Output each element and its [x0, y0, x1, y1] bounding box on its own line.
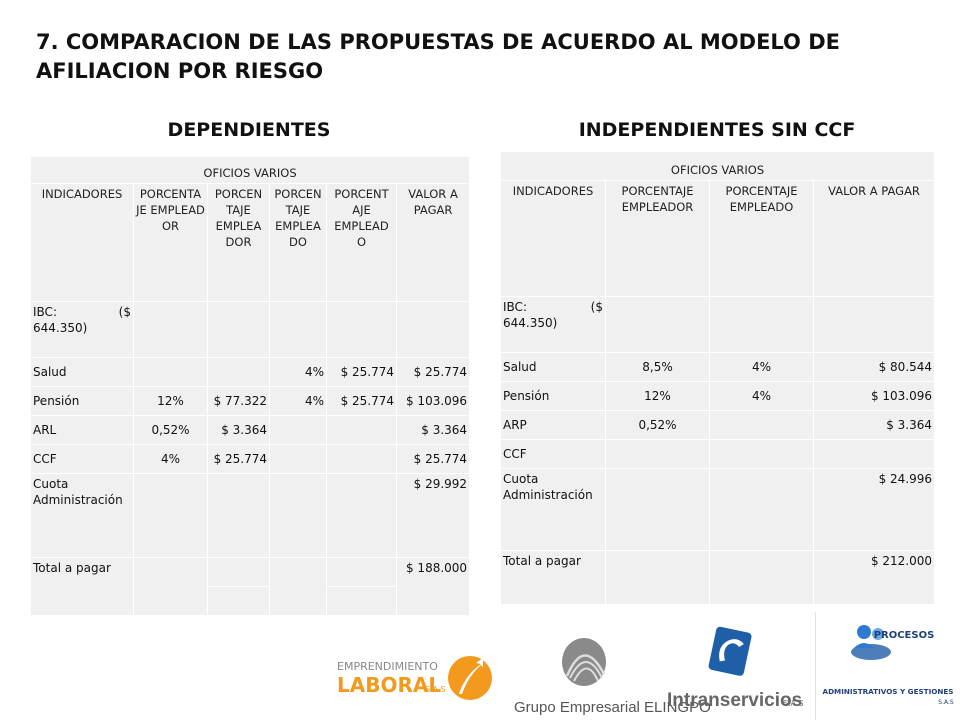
cell: $ 103.096: [812, 381, 936, 411]
cell: $ 25.774: [326, 357, 397, 387]
ibc-paren: ($: [118, 305, 131, 319]
cell: [326, 444, 397, 474]
row-label: Salud: [500, 352, 606, 382]
cell: 12%: [605, 381, 710, 411]
cell: [709, 468, 814, 551]
ibc-cell: IBC: ($ 644.350): [500, 296, 606, 353]
cell: 8,5%: [605, 352, 710, 382]
logo-text: S.A.S: [783, 699, 803, 708]
cell: [269, 473, 327, 558]
group-header: OFICIOS VARIOS: [499, 151, 936, 181]
group-header: OFICIOS VARIOS: [29, 156, 471, 184]
cell: [605, 439, 710, 469]
ibc-cell: IBC: ($ 644.350): [30, 301, 134, 358]
cell: $ 3.364: [207, 415, 270, 445]
intranservicios-logo: Intranservicios S.A.S: [667, 626, 803, 711]
independientes-heading: INDEPENDIENTES SIN CCF: [578, 119, 856, 141]
column-header: VALOR A PAGAR: [395, 183, 471, 302]
cell: 4%: [709, 352, 814, 382]
row-label: CCF: [30, 444, 134, 474]
row-label: ARL: [30, 415, 134, 445]
dependientes-heading: DEPENDIENTES: [167, 119, 331, 141]
cell: [133, 473, 208, 558]
grupo-elingpo-logo: Grupo Empresarial ELINGPO: [514, 638, 711, 716]
logo-text: ADMINISTRATIVOS Y GESTIONES: [823, 687, 954, 696]
cell: [709, 410, 814, 440]
cell: 0,52%: [605, 410, 710, 440]
slide-title: 7. COMPARACION DE LAS PROPUESTAS DE ACUE…: [36, 30, 840, 83]
procesos-logo: PROCESOS ADMINISTRATIVOS Y GESTIONES S.A…: [823, 625, 954, 706]
cell: 12%: [133, 386, 208, 416]
emprendimiento-laboral-logo: EMPRENDIMIENTO LABORAL S.A.S: [337, 656, 492, 700]
cell: [709, 439, 814, 469]
cell: $ 3.364: [812, 410, 936, 440]
row-label: Salud: [30, 357, 134, 387]
total-value: $ 188.000: [395, 557, 471, 616]
logo-text: LABORAL: [337, 673, 441, 697]
cell: $ 24.996: [812, 468, 936, 551]
cell: $ 25.774: [326, 386, 397, 416]
cell: 4%: [709, 381, 814, 411]
row-label: Cuota Administración: [500, 468, 606, 551]
ibc-label: IBC:: [33, 305, 57, 319]
cell: [812, 439, 936, 469]
row-label: ARP: [500, 410, 606, 440]
cell: $ 80.544: [812, 352, 936, 382]
total-label: Total a pagar: [500, 550, 606, 605]
cell: $ 77.322: [207, 386, 270, 416]
independientes-table: OFICIOS VARIOS INDICADORES PORCENTAJE EM…: [499, 151, 936, 605]
cell: $ 25.774: [395, 357, 471, 387]
column-header: PORCENTAJE EMPLEADO: [709, 180, 814, 297]
arrow-circle-icon: [448, 656, 492, 700]
cell: $ 29.992: [395, 473, 471, 558]
cell: 4%: [269, 357, 327, 387]
cell: [605, 468, 710, 551]
cell: [269, 444, 327, 474]
logo-text: S.A.S: [425, 685, 446, 694]
cube-icon: [708, 626, 752, 676]
ibc-label: IBC:: [503, 300, 527, 314]
column-header: INDICADORES: [500, 180, 606, 297]
ibc-value: 644.350): [503, 316, 558, 330]
logo-text: S.A.S: [938, 699, 954, 706]
row-label: Pensión: [30, 386, 134, 416]
cell: [326, 415, 397, 445]
total-label: Total a pagar: [30, 557, 134, 616]
row-label: Pensión: [500, 381, 606, 411]
procesos-logo-box: PROCESOS ADMINISTRATIVOS Y GESTIONES S.A…: [815, 612, 960, 720]
cell: $ 25.774: [207, 444, 270, 474]
cell: $ 103.096: [395, 386, 471, 416]
column-header: PORCENT AJE EMPLEAD O: [326, 183, 397, 302]
cell: [207, 473, 270, 558]
cell: [269, 415, 327, 445]
ibc-paren: ($: [590, 300, 603, 314]
people-icon: [857, 625, 871, 639]
row-label: Cuota Administración: [30, 473, 134, 558]
cell: [326, 473, 397, 558]
row-label: CCF: [500, 439, 606, 469]
cell: 4%: [133, 444, 208, 474]
logo-text: PROCESOS: [874, 630, 935, 641]
ibc-value: 644.350): [33, 321, 88, 335]
cell: [207, 357, 270, 387]
column-header: PORCENTA JE EMPLEAD OR: [133, 183, 208, 302]
logo-text: EMPRENDIMIENTO: [337, 660, 438, 673]
cell: $ 3.364: [395, 415, 471, 445]
column-header: INDICADORES: [30, 183, 134, 302]
column-header: PORCEN TAJE EMPLEA DOR: [207, 183, 270, 302]
cell: 0,52%: [133, 415, 208, 445]
logo-text: Intranservicios: [667, 690, 802, 711]
cell: [133, 357, 208, 387]
logo-text: Grupo Empresarial ELINGPO: [514, 699, 711, 716]
column-header: VALOR A PAGAR: [812, 180, 936, 297]
logo-strip: EMPRENDIMIENTO LABORAL S.A.S Grupo Empre…: [0, 612, 960, 720]
cell: 4%: [269, 386, 327, 416]
dependientes-table: OFICIOS VARIOS INDICADORES PORCENTA JE E…: [29, 156, 471, 616]
total-value: $ 212.000: [812, 550, 936, 605]
column-header: PORCENTAJE EMPLEADOR: [605, 180, 710, 297]
column-header: PORCEN TAJE EMPLEA DO: [269, 183, 327, 302]
cell: $ 25.774: [395, 444, 471, 474]
